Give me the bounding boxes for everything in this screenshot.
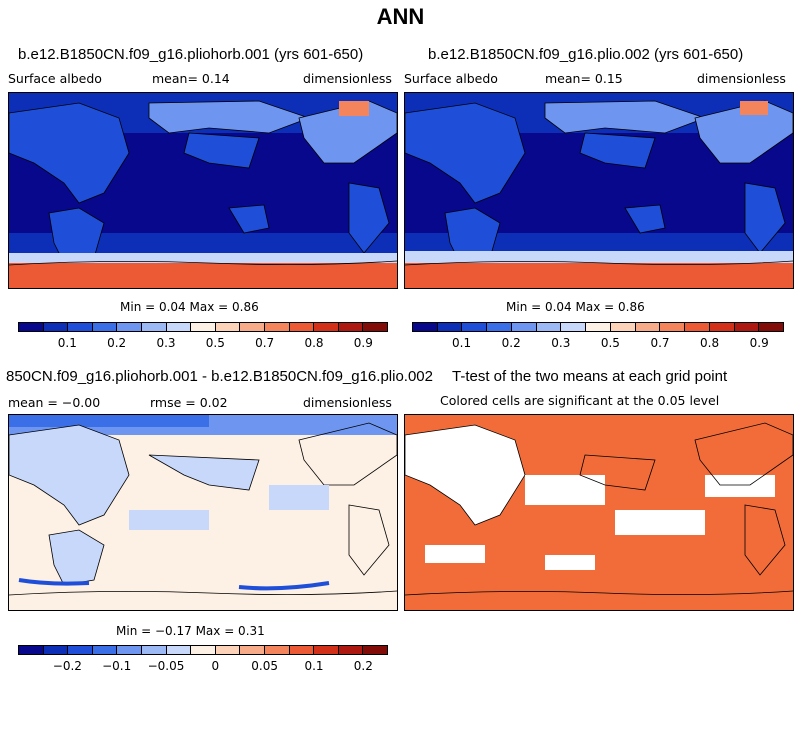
panel1-units: dimensionless [303, 71, 392, 86]
colorbar-swatch [240, 323, 265, 331]
colorbar-tick-label: 0.05 [251, 659, 279, 673]
panel3-rmse: rmse = 0.02 [150, 395, 228, 410]
colorbar-swatch [215, 323, 241, 331]
panel2-colorbar [412, 322, 784, 332]
colorbar-swatch [289, 323, 315, 331]
colorbar-swatch [338, 646, 364, 654]
colorbar-swatch [338, 323, 364, 331]
colorbar-swatch [289, 646, 315, 654]
panel1-minmax: Min = 0.04 Max = 0.86 [120, 300, 259, 314]
colorbar-tick-label: 0.7 [255, 336, 275, 350]
colorbar-swatch [92, 646, 118, 654]
colorbar-swatch [191, 646, 216, 654]
colorbar-swatch [264, 323, 290, 331]
panel1-variable: Surface albedo [8, 71, 102, 86]
colorbar-swatch [709, 323, 735, 331]
panel2-variable: Surface albedo [404, 71, 498, 86]
panel3-colorbar [18, 645, 388, 655]
colorbar-swatch [191, 323, 216, 331]
figure-title: ANN [376, 4, 425, 29]
colorbar-swatch [437, 323, 463, 331]
colorbar-swatch [511, 323, 537, 331]
colorbar-swatch [586, 323, 611, 331]
colorbar-swatch [536, 323, 562, 331]
colorbar-swatch [215, 646, 241, 654]
colorbar-swatch [413, 323, 438, 331]
colorbar-tick-label: 0 [211, 659, 220, 673]
colorbar-tick-label: 0.5 [600, 336, 620, 350]
panel1-map [8, 92, 398, 289]
colorbar-tick-label: −0.2 [52, 659, 82, 673]
colorbar-tick-label: −0.1 [102, 659, 132, 673]
colorbar-swatch [166, 323, 192, 331]
colorbar-tick-label: 0.2 [107, 336, 127, 350]
colorbar-swatch [166, 646, 192, 654]
colorbar-tick-label: 0.5 [205, 336, 225, 350]
panel4-map [404, 414, 794, 611]
panel1-colorbar [18, 322, 388, 332]
panel2-mean: mean= 0.15 [545, 71, 623, 86]
colorbar-tick-label: 0.1 [452, 336, 472, 350]
colorbar-swatch [43, 323, 69, 331]
panel2-units: dimensionless [697, 71, 786, 86]
colorbar-swatch [759, 323, 784, 331]
colorbar-tick-label: 0.3 [551, 336, 571, 350]
panel3-units: dimensionless [303, 395, 392, 410]
colorbar-tick-label: 0.3 [156, 336, 176, 350]
panel2-map [404, 92, 794, 289]
colorbar-swatch [68, 323, 93, 331]
colorbar-swatch [19, 646, 44, 654]
colorbar-swatch [240, 646, 265, 654]
colorbar-tick-label: 0.1 [57, 336, 77, 350]
colorbar-swatch [487, 323, 512, 331]
colorbar-tick-label: 0.1 [304, 659, 324, 673]
colorbar-swatch [117, 323, 142, 331]
colorbar-swatch [660, 323, 686, 331]
colorbar-tick-label: 0.8 [700, 336, 720, 350]
colorbar-swatch [314, 646, 339, 654]
colorbar-swatch [363, 323, 387, 331]
panel1-mean: mean= 0.14 [152, 71, 230, 86]
panel4-subtitle: Colored cells are significant at the 0.0… [440, 393, 720, 408]
colorbar-swatch [734, 323, 760, 331]
panel2-minmax: Min = 0.04 Max = 0.86 [506, 300, 645, 314]
panel3-mean: mean = −0.00 [8, 395, 101, 410]
colorbar-tick-label: 0.9 [749, 336, 769, 350]
colorbar-swatch [610, 323, 636, 331]
colorbar-swatch [43, 646, 69, 654]
colorbar-tick-label: 0.2 [501, 336, 521, 350]
panel1-title: b.e12.B1850CN.f09_g16.pliohorb.001 (yrs … [18, 46, 364, 63]
panel3-map [8, 414, 398, 611]
panel3-minmax: Min = −0.17 Max = 0.31 [116, 624, 265, 638]
colorbar-swatch [462, 323, 488, 331]
colorbar-swatch [117, 646, 142, 654]
colorbar-swatch [685, 323, 710, 331]
colorbar-tick-label: 0.2 [353, 659, 373, 673]
panel2-title: b.e12.B1850CN.f09_g16.plio.002 (yrs 601-… [428, 46, 744, 63]
colorbar-tick-label: −0.05 [147, 659, 185, 673]
colorbar-swatch [561, 323, 587, 331]
colorbar-swatch [264, 646, 290, 654]
colorbar-swatch [635, 323, 661, 331]
panel3-title: 850CN.f09_g16.pliohorb.001 - b.e12.B1850… [6, 368, 433, 385]
colorbar-tick-label: 0.9 [353, 336, 373, 350]
colorbar-swatch [141, 646, 167, 654]
colorbar-swatch [141, 323, 167, 331]
colorbar-swatch [92, 323, 118, 331]
colorbar-swatch [68, 646, 93, 654]
colorbar-tick-label: 0.7 [650, 336, 670, 350]
colorbar-tick-label: 0.8 [304, 336, 324, 350]
colorbar-swatch [19, 323, 44, 331]
colorbar-swatch [314, 323, 339, 331]
panel4-title: T-test of the two means at each grid poi… [452, 368, 728, 385]
colorbar-swatch [363, 646, 387, 654]
